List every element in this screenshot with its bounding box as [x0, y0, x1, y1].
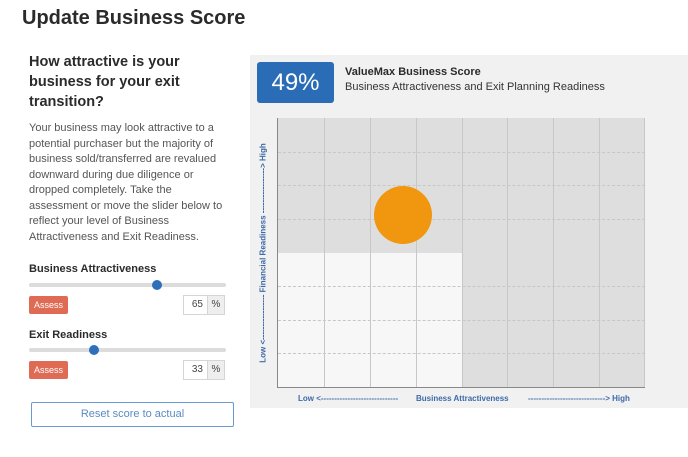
- attractiveness-percent-value[interactable]: 65: [191, 299, 203, 310]
- grid-vline: [507, 118, 509, 387]
- score-badge: 49%: [257, 62, 334, 103]
- grid-hline: [278, 218, 645, 220]
- assess-readiness-button[interactable]: Assess: [29, 361, 68, 379]
- attractiveness-slider[interactable]: [29, 280, 226, 290]
- score-subtitle: Business Attractiveness and Exit Plannin…: [345, 81, 605, 93]
- grid-hline: [278, 185, 645, 187]
- x-axis-low-label: Low <-----------------------------: [298, 394, 399, 403]
- grid-vline: [369, 118, 371, 387]
- grid-vline: [553, 118, 555, 387]
- y-axis-label-wrap: Low <----------------- Financial Readine…: [254, 118, 272, 388]
- question-heading: How attractive is your business for your…: [29, 54, 180, 110]
- question-description: Your business may look attractive to a p…: [29, 122, 223, 243]
- x-axis-label: Business Attractiveness: [416, 394, 509, 403]
- intro-section: How attractive is your business for your…: [29, 52, 229, 245]
- score-panel: 49% ValueMax Business Score Business Att…: [250, 55, 688, 408]
- x-axis-high-label: -----------------------------> High: [528, 394, 630, 403]
- score-title: ValueMax Business Score: [345, 66, 481, 78]
- y-axis-label: Low <----------------- Financial Readine…: [258, 143, 268, 363]
- percent-unit: %: [207, 296, 224, 314]
- attractiveness-percent-field[interactable]: 65 %: [183, 295, 225, 315]
- reset-score-button[interactable]: Reset score to actual: [31, 402, 234, 427]
- exit-readiness-label: Exit Readiness: [29, 329, 108, 341]
- score-chart: [277, 118, 645, 388]
- exit-readiness-slider[interactable]: [29, 345, 226, 355]
- attractiveness-slider-thumb[interactable]: [152, 280, 163, 290]
- grid-vline: [415, 118, 417, 387]
- grid-vline: [461, 118, 463, 387]
- grid-hline: [278, 319, 645, 321]
- readiness-percent-value[interactable]: 33: [191, 364, 203, 375]
- assess-attractiveness-button[interactable]: Assess: [29, 296, 68, 314]
- exit-readiness-slider-thumb[interactable]: [89, 345, 99, 355]
- page-title: Update Business Score: [22, 7, 246, 29]
- score-marker: [373, 185, 432, 244]
- grid-vline: [323, 118, 325, 387]
- grid-vline: [599, 118, 601, 387]
- grid-hline: [278, 151, 645, 153]
- grid-vline: [643, 118, 645, 387]
- percent-unit: %: [207, 361, 224, 379]
- attractiveness-label: Business Attractiveness: [29, 263, 157, 275]
- grid-hline: [278, 286, 645, 288]
- readiness-percent-field[interactable]: 33 %: [183, 360, 225, 380]
- grid-hline: [278, 353, 645, 355]
